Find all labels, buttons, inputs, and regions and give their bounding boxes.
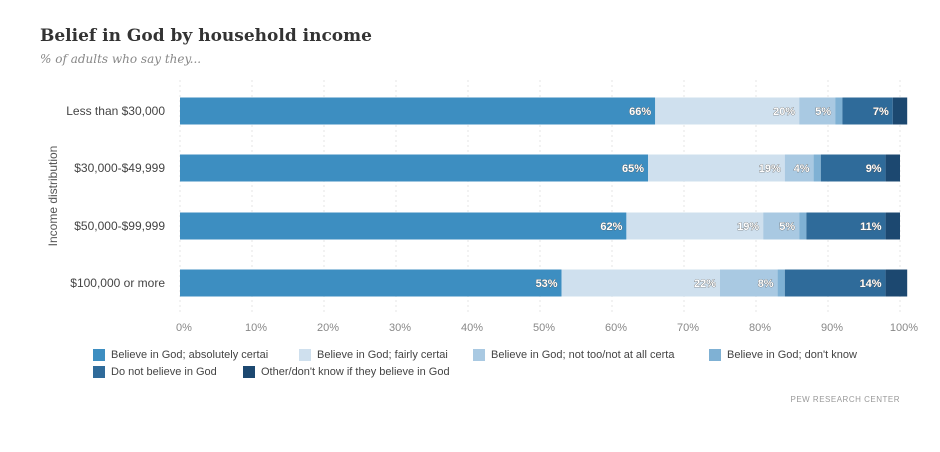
bar-segment (626, 212, 764, 240)
legend-item: Do not believe in God (93, 365, 243, 381)
stacked-bar-chart: 0% 10% 20% 30% 40% 50% 60% 70% 80% 90% 100% Income … (46, 80, 918, 334)
source-note: PEW RESEARCH CENTER (790, 395, 900, 404)
legend-item: Believe in God; absolutely certai (93, 348, 299, 364)
bar-segment (885, 154, 900, 182)
legend-swatch (709, 349, 721, 362)
data-label: 65% (622, 163, 644, 175)
legend-label: Other/don't know if they believe in God (261, 366, 450, 379)
data-label: 9% (866, 163, 882, 175)
x-tick-label: 80% (749, 322, 771, 334)
bar-segment (842, 97, 893, 125)
bar-segment (180, 154, 648, 182)
bar-segment (806, 212, 886, 240)
chart-title: Belief in God by household income (40, 26, 372, 46)
data-label: 19% (737, 221, 759, 233)
bar-segment (835, 97, 843, 125)
chart-subtitle: % of adults who say they... (40, 52, 202, 66)
bar-segment (180, 269, 562, 297)
x-tick-label: 50% (533, 322, 555, 334)
y-axis-title: Income distribution (46, 146, 60, 247)
legend-swatch (243, 366, 255, 379)
legend-item: Believe in God; don't know (709, 348, 893, 364)
bar-segment (820, 154, 886, 182)
bar-segment (892, 97, 908, 125)
legend-item: Believe in God; not too/not at all certa (473, 348, 709, 364)
legend-swatch (93, 349, 105, 362)
data-label: 8% (758, 278, 774, 290)
legend-item: Other/don't know if they believe in God (243, 365, 543, 381)
bar-segment (655, 97, 800, 125)
legend-swatch (299, 349, 311, 362)
bar-segment (777, 269, 785, 297)
data-label: 62% (600, 221, 622, 233)
legend-label: Believe in God; fairly certai (317, 349, 448, 362)
data-label: 14% (860, 278, 882, 290)
data-label: 19% (759, 163, 781, 175)
bar-segment (784, 269, 886, 297)
data-label: 53% (536, 278, 558, 290)
bar-segment (799, 97, 836, 125)
data-label: 5% (815, 106, 831, 118)
x-tick-label: 60% (605, 322, 627, 334)
legend-item: Believe in God; fairly certai (299, 348, 473, 364)
category-label: $30,000-$49,999 (74, 161, 165, 175)
legend-swatch (473, 349, 485, 362)
legend-label: Believe in God; not too/not at all certa (491, 349, 675, 362)
legend-label: Do not believe in God (111, 366, 217, 379)
x-tick-label: 20% (317, 322, 339, 334)
category-label: Less than $30,000 (66, 104, 165, 118)
x-tick-label: 100% (890, 322, 918, 334)
bar-segment (180, 212, 627, 240)
legend-label: Believe in God; don't know (727, 349, 857, 362)
data-label: 4% (794, 163, 810, 175)
x-tick-label: 70% (677, 322, 699, 334)
x-tick-label: 10% (245, 322, 267, 334)
data-label: 7% (873, 106, 889, 118)
bar-segment (784, 154, 814, 182)
data-label: 66% (629, 106, 651, 118)
bar-segment (561, 269, 720, 297)
data-label: 11% (860, 221, 882, 233)
legend-label: Believe in God; absolutely certai (111, 349, 269, 362)
bar-segment (648, 154, 785, 182)
bar-segment (180, 97, 656, 125)
x-tick-label: 30% (389, 322, 411, 334)
bar-segment (763, 212, 800, 240)
category-label: $50,000-$99,999 (74, 219, 165, 233)
data-label: 20% (773, 106, 795, 118)
bar-segment (720, 269, 778, 297)
x-tick-label: 40% (461, 322, 483, 334)
category-label: $100,000 or more (70, 276, 165, 290)
data-label: 22% (694, 278, 716, 290)
bar-segment (885, 269, 908, 297)
x-tick-label: 90% (821, 322, 843, 334)
bar-segment (813, 154, 821, 182)
bar-segment (799, 212, 807, 240)
x-tick-label: 0% (176, 322, 192, 334)
bar-segment (885, 212, 900, 240)
legend-swatch (93, 366, 105, 379)
data-label: 5% (779, 221, 795, 233)
